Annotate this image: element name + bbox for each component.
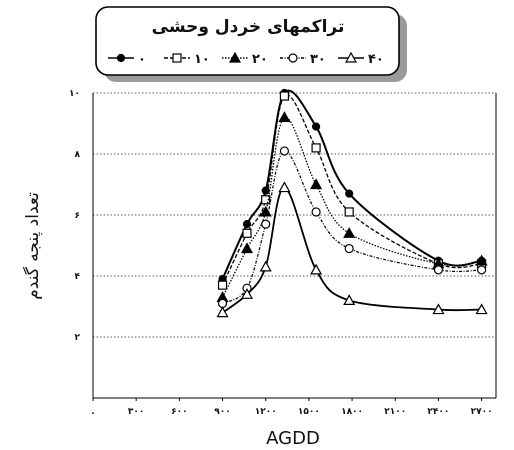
legend-item: ۲۰ (222, 51, 268, 67)
series-line (221, 89, 482, 280)
legend-item: ۳۰ (280, 52, 326, 67)
series-lines (216, 88, 488, 318)
data-point (310, 263, 323, 275)
data-point (261, 219, 271, 229)
legend-label: ۰ (138, 52, 146, 67)
series-line (221, 116, 482, 298)
data-point (344, 243, 354, 254)
data-point (278, 111, 291, 123)
series-line (221, 186, 482, 314)
x-tick-label: ۶۰۰ (171, 407, 187, 417)
legend-item: ۰ (108, 52, 146, 67)
data-point (432, 303, 445, 315)
x-tick-labels: . ۳۰۰ ۶۰۰ ۹۰۰ ۱۲۰۰ ۱۵۰۰ ۱۸۰۰ ۲۱۰۰ ۲۴۰۰ ۲۷۰۰ (91, 398, 493, 417)
series-line (221, 94, 482, 286)
legend-label: ۱۰ (194, 52, 210, 67)
data-point (345, 189, 354, 198)
data-point (279, 91, 290, 101)
data-point (433, 265, 444, 275)
data-point (116, 53, 126, 63)
data-point (279, 146, 290, 156)
data-point (240, 242, 254, 254)
data-point (242, 220, 252, 229)
series-3 (217, 146, 487, 309)
series-2 (216, 111, 488, 302)
data-point (288, 53, 298, 63)
y-tick-label: ۶ (75, 211, 81, 221)
data-point (477, 265, 487, 275)
data-point (259, 260, 272, 272)
data-point (343, 294, 356, 305)
y-tick-labels: ۲ ۴ ۶ ۸ ۱۰ (69, 89, 81, 343)
series-1 (217, 91, 487, 290)
legend: ۰ ۱۰ ۲۰ ۳۰ ۴۰ (108, 51, 384, 67)
x-tick-label: ۲۱۰۰ (384, 407, 406, 417)
legend-item: ۴۰ (338, 51, 384, 67)
data-point (278, 181, 291, 193)
legend-label: ۳۰ (310, 52, 326, 67)
data-point (217, 280, 228, 290)
data-point (344, 51, 358, 63)
y-tick-label: ۴ (75, 272, 81, 282)
data-point (240, 288, 254, 299)
y-tick-label: ۲ (75, 333, 81, 343)
gridlines (93, 92, 496, 338)
data-point (311, 122, 321, 131)
legend-label: ۴۰ (368, 52, 384, 67)
data-point (172, 53, 182, 63)
legend-item: ۱۰ (164, 52, 210, 67)
data-point (311, 143, 321, 153)
x-tick-label: ۱۲۰۰ (255, 407, 277, 417)
data-point (228, 51, 242, 63)
x-tick-label: ۱۸۰۰ (341, 407, 363, 417)
data-point (475, 303, 488, 315)
chart-title: تراکمهای خردل وحشی (152, 17, 345, 37)
series-0 (218, 88, 486, 284)
data-point (310, 178, 323, 190)
data-point (343, 227, 356, 238)
x-axis-title: AGDD (266, 428, 320, 449)
x-tick-label: ۲۴۰۰ (427, 407, 449, 417)
data-point (217, 298, 228, 309)
data-point (242, 228, 252, 238)
y-tick-label: ۸ (75, 150, 81, 160)
data-point (344, 207, 354, 217)
data-point (475, 254, 488, 266)
x-tick-label: ۱۵۰۰ (298, 407, 320, 417)
x-tick-label: ۹۰۰ (214, 407, 230, 417)
series-line (222, 150, 482, 304)
data-point (261, 195, 271, 205)
x-tick-label: . (91, 407, 94, 417)
legend-label: ۲۰ (252, 52, 268, 67)
y-tick-label: ۱۰ (69, 89, 80, 99)
data-point (216, 306, 229, 318)
data-point (311, 207, 321, 217)
y-axis-title: تعداد پنجه گندم (22, 192, 43, 300)
x-tick-label: ۲۷۰۰ (471, 407, 493, 417)
x-tick-label: ۳۰۰ (128, 407, 144, 417)
series-4 (216, 181, 488, 318)
